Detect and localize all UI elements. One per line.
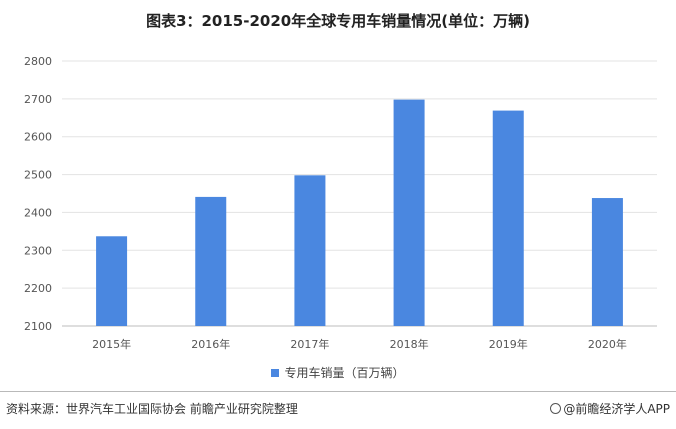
legend-swatch (271, 368, 280, 377)
legend: 专用车销量（百万辆） (0, 364, 676, 381)
y-tick-label: 2700 (24, 93, 52, 106)
bar (294, 175, 326, 326)
x-tick-label: 2020年 (588, 337, 627, 351)
x-axis-ticks: 2015年 2016年 2017年 2018年 2019年 2020年 (92, 337, 627, 351)
brand-text: @前瞻经济学人APP (563, 402, 670, 416)
x-tick-label: 2016年 (191, 337, 230, 351)
bars (96, 99, 623, 326)
y-tick-label: 2500 (24, 169, 52, 182)
y-tick-label: 2400 (24, 206, 52, 219)
x-tick-label: 2019年 (489, 337, 528, 351)
y-tick-label: 2100 (24, 320, 52, 333)
y-tick-label: 2200 (24, 282, 52, 295)
y-tick-label: 2800 (24, 55, 52, 68)
x-tick-label: 2017年 (290, 337, 329, 351)
bar (96, 236, 128, 326)
brand-logo-icon (550, 403, 562, 414)
bar (195, 196, 227, 326)
y-axis-ticks: 2100 2200 2300 2400 2500 2600 2700 2800 (24, 55, 52, 333)
source-note: 资料来源：世界汽车工业国际协会 前瞻产业研究院整理 (6, 402, 298, 416)
x-tick-label: 2015年 (92, 337, 131, 351)
y-tick-label: 2600 (24, 131, 52, 144)
y-tick-label: 2300 (24, 244, 52, 257)
gridlines (62, 60, 657, 327)
bar (591, 198, 623, 326)
bar (492, 110, 524, 326)
chart-title: 图表3：2015-2020年全球专用车销量情况(单位：万辆) (146, 12, 530, 30)
brand-credit: @前瞻经济学人APP (550, 400, 670, 417)
legend-label: 专用车销量（百万辆） (284, 366, 405, 380)
footer-divider (0, 391, 676, 392)
x-tick-label: 2018年 (390, 337, 429, 351)
bar (393, 99, 425, 326)
